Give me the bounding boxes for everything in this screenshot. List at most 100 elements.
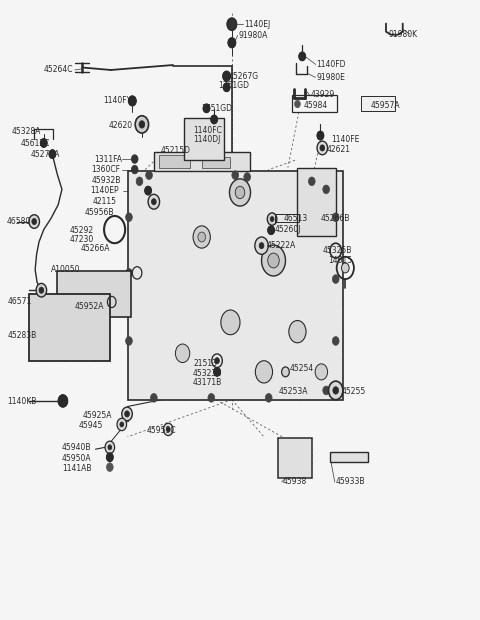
Circle shape: [208, 394, 215, 402]
Circle shape: [105, 441, 115, 453]
Circle shape: [268, 226, 275, 234]
Circle shape: [132, 166, 138, 174]
Bar: [158, 156, 190, 168]
Circle shape: [117, 418, 127, 431]
Circle shape: [333, 387, 338, 394]
Circle shape: [320, 145, 324, 151]
Text: 45933B: 45933B: [336, 477, 365, 487]
Circle shape: [39, 287, 44, 293]
Circle shape: [148, 194, 159, 209]
Bar: [278, 438, 312, 478]
Text: 45215D: 45215D: [161, 146, 191, 155]
Circle shape: [36, 283, 47, 297]
Text: 91980K: 91980K: [388, 30, 418, 38]
Circle shape: [126, 268, 132, 277]
Circle shape: [323, 386, 329, 395]
Circle shape: [126, 213, 132, 221]
Circle shape: [136, 177, 143, 185]
Circle shape: [323, 185, 329, 193]
Text: 45940B: 45940B: [62, 443, 92, 453]
Text: 91980A: 91980A: [239, 31, 268, 40]
Text: 1141AB: 1141AB: [62, 464, 92, 473]
Text: 45267G: 45267G: [228, 72, 259, 81]
Circle shape: [211, 115, 217, 124]
Text: 42115: 42115: [93, 197, 117, 206]
Circle shape: [332, 275, 339, 283]
Circle shape: [244, 172, 251, 181]
Circle shape: [341, 263, 349, 273]
Text: 91980E: 91980E: [317, 73, 346, 82]
Circle shape: [163, 423, 173, 436]
Text: 45292: 45292: [70, 226, 94, 235]
Circle shape: [32, 218, 36, 224]
Text: 45266A: 45266A: [81, 244, 110, 253]
Circle shape: [129, 96, 136, 106]
Circle shape: [295, 100, 300, 108]
Circle shape: [132, 155, 138, 164]
Circle shape: [152, 198, 156, 205]
Text: 1140FC: 1140FC: [193, 126, 222, 135]
Text: 1140DJ: 1140DJ: [193, 135, 221, 144]
Text: A10050: A10050: [51, 265, 81, 274]
Circle shape: [166, 427, 170, 432]
Circle shape: [145, 186, 152, 195]
Bar: [298, 168, 336, 236]
Bar: [183, 118, 224, 161]
Text: 43171B: 43171B: [193, 378, 222, 387]
Text: 45957A: 45957A: [371, 100, 400, 110]
Text: 45222A: 45222A: [266, 241, 296, 250]
Circle shape: [262, 245, 286, 276]
Circle shape: [282, 367, 289, 377]
Circle shape: [289, 321, 306, 343]
Bar: [29, 294, 110, 361]
Circle shape: [232, 171, 239, 179]
Circle shape: [228, 38, 236, 48]
Bar: [330, 452, 368, 461]
Circle shape: [198, 232, 205, 242]
Text: 45956B: 45956B: [85, 208, 114, 218]
Text: 1751GD: 1751GD: [201, 104, 232, 113]
Circle shape: [108, 445, 112, 450]
Text: 46571: 46571: [7, 298, 32, 306]
Text: 46580: 46580: [6, 217, 31, 226]
Circle shape: [175, 344, 190, 363]
Circle shape: [265, 394, 272, 402]
Text: 45945: 45945: [78, 421, 103, 430]
Circle shape: [193, 226, 210, 248]
Text: 45984: 45984: [304, 100, 328, 110]
Text: 14615: 14615: [328, 256, 353, 265]
Text: 45959C: 45959C: [147, 426, 176, 435]
Text: 1140EJ: 1140EJ: [244, 20, 270, 29]
Text: 45255: 45255: [341, 387, 366, 396]
Circle shape: [299, 52, 306, 61]
Circle shape: [268, 253, 279, 268]
Circle shape: [223, 83, 230, 92]
Text: 45323B: 45323B: [193, 369, 222, 378]
Circle shape: [309, 177, 315, 185]
Circle shape: [107, 453, 113, 461]
Text: 45260J: 45260J: [275, 225, 301, 234]
Circle shape: [146, 171, 153, 179]
Text: 45950A: 45950A: [62, 454, 92, 463]
Circle shape: [125, 411, 130, 417]
Text: 45254: 45254: [289, 365, 313, 373]
Circle shape: [49, 150, 56, 159]
Text: 45283B: 45283B: [7, 331, 36, 340]
Text: 45612C: 45612C: [21, 139, 50, 148]
Text: 45264C: 45264C: [44, 66, 73, 74]
Text: 45925A: 45925A: [83, 410, 112, 420]
Circle shape: [259, 242, 264, 249]
Text: 45952A: 45952A: [75, 303, 104, 311]
Circle shape: [255, 361, 273, 383]
Circle shape: [332, 337, 339, 345]
Text: 45325B: 45325B: [323, 246, 352, 255]
Bar: [128, 171, 343, 400]
Text: 47230: 47230: [70, 235, 95, 244]
Text: 1140FY: 1140FY: [104, 96, 132, 105]
Circle shape: [235, 186, 245, 198]
Text: 1311FA: 1311FA: [95, 154, 122, 164]
Circle shape: [328, 381, 343, 400]
Text: 1360CF: 1360CF: [92, 165, 120, 174]
Text: 45932B: 45932B: [92, 175, 121, 185]
Circle shape: [40, 139, 47, 148]
